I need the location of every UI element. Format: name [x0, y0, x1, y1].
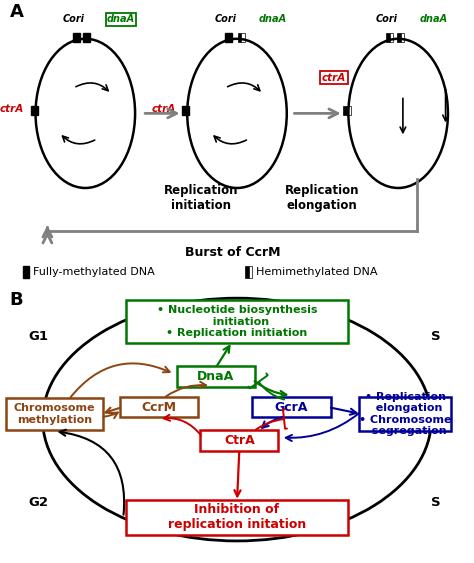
Text: Cori: Cori [375, 15, 397, 24]
Text: Burst of CcrM: Burst of CcrM [184, 246, 280, 259]
Bar [390, 33, 393, 42]
Text: DnaA: DnaA [197, 370, 234, 383]
Bar [386, 33, 390, 42]
Text: ctrA: ctrA [0, 104, 24, 114]
Bar [343, 106, 347, 115]
Text: G2: G2 [28, 496, 48, 509]
Bar [23, 266, 29, 278]
Text: B: B [9, 291, 23, 309]
Text: Inhibition of
replication initation: Inhibition of replication initation [168, 503, 306, 531]
Text: Cori: Cori [214, 15, 236, 24]
FancyBboxPatch shape [6, 398, 103, 430]
Text: Replication
elongation: Replication elongation [285, 184, 360, 212]
FancyBboxPatch shape [176, 367, 255, 387]
Text: • Nucleotide biosynthesis
  initiation
• Replication initiation: • Nucleotide biosynthesis initiation • R… [157, 305, 317, 338]
Bar [182, 106, 190, 115]
FancyBboxPatch shape [200, 430, 279, 450]
Bar [347, 106, 350, 115]
Text: Cori: Cori [63, 15, 84, 24]
Text: CtrA: CtrA [224, 434, 255, 446]
Text: Chromosome
methylation: Chromosome methylation [14, 403, 95, 425]
Text: dnaA: dnaA [107, 15, 135, 24]
Bar [225, 33, 232, 42]
Text: dnaA: dnaA [258, 15, 287, 24]
Bar [246, 266, 249, 278]
FancyBboxPatch shape [126, 300, 348, 343]
Bar [249, 266, 252, 278]
Bar [30, 106, 37, 115]
Text: GcrA: GcrA [275, 401, 308, 414]
FancyBboxPatch shape [359, 397, 451, 431]
Bar [73, 33, 80, 42]
Bar [397, 33, 401, 42]
Text: Replication
initiation: Replication initiation [164, 184, 239, 212]
FancyBboxPatch shape [126, 501, 348, 535]
FancyBboxPatch shape [119, 397, 198, 418]
Bar [237, 33, 241, 42]
Text: S: S [431, 496, 441, 509]
Text: dnaA: dnaA [419, 15, 448, 24]
Text: Fully-methylated DNA: Fully-methylated DNA [33, 266, 155, 276]
Text: ctrA: ctrA [151, 104, 176, 114]
Text: G1: G1 [28, 330, 48, 343]
Bar [401, 33, 404, 42]
FancyBboxPatch shape [252, 397, 331, 418]
Text: • Replication
  elongation
• Chromosome
  segregation: • Replication elongation • Chromosome se… [359, 392, 452, 436]
Text: Hemimethylated DNA: Hemimethylated DNA [256, 266, 377, 276]
Text: CcrM: CcrM [141, 401, 176, 414]
Text: S: S [431, 330, 441, 343]
Text: A: A [9, 3, 23, 21]
Text: ctrA: ctrA [322, 73, 346, 83]
Bar [82, 33, 90, 42]
Bar [241, 33, 245, 42]
